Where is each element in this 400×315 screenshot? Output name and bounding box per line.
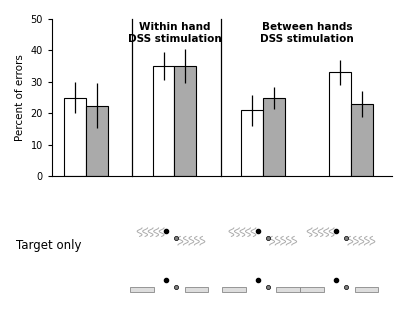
- Bar: [351, 104, 373, 176]
- Bar: [153, 66, 174, 176]
- Bar: [86, 106, 108, 176]
- Bar: [241, 110, 263, 176]
- Bar: [276, 287, 300, 292]
- Bar: [355, 287, 378, 292]
- Bar: [174, 66, 196, 176]
- Bar: [64, 98, 86, 176]
- Bar: [263, 98, 284, 176]
- Bar: [185, 287, 208, 292]
- Bar: [330, 72, 351, 176]
- Text: Within hand
DSS stimulation: Within hand DSS stimulation: [128, 22, 221, 44]
- Text: Between hands
DSS stimulation: Between hands DSS stimulation: [260, 22, 354, 44]
- Bar: [222, 287, 246, 292]
- Bar: [300, 287, 324, 292]
- Bar: [130, 287, 154, 292]
- Y-axis label: Percent of errors: Percent of errors: [15, 54, 25, 141]
- Text: Target only: Target only: [16, 239, 82, 252]
